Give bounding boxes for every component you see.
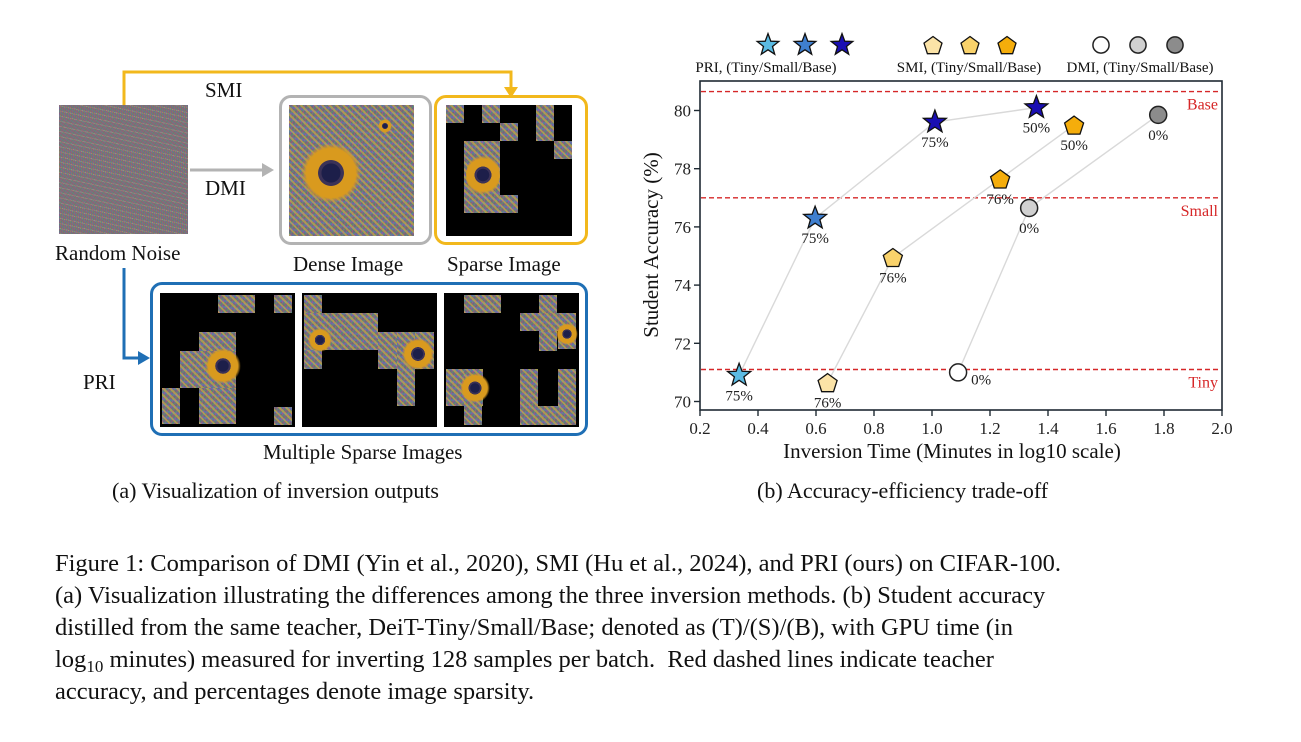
accuracy-efficiency-chart: PRI, (Tiny/Small/Base) SMI, (Tiny/Small/B… [639, 31, 1233, 463]
x-tick-label: 0.2 [689, 419, 710, 438]
dense-image-label: Dense Image [293, 252, 404, 276]
legend-label: DMI, (Tiny/Small/Base) [1067, 60, 1214, 76]
x-tick-label: 1.4 [1037, 419, 1059, 438]
random-noise-image [59, 105, 188, 234]
smi-label: SMI [205, 78, 243, 102]
sunflower [301, 143, 361, 203]
legend-marker-pri [755, 31, 781, 56]
sparsity-label: 0% [1148, 128, 1168, 144]
y-tick-label: 70 [674, 393, 691, 412]
y-tick-label: 78 [674, 160, 691, 179]
multiple-sparse-images-label: Multiple Sparse Images [263, 440, 463, 464]
multiple-sparse-frame [150, 282, 588, 436]
sparse-image-3 [444, 293, 579, 427]
chart-legend: PRI, (Tiny/Small/Base) SMI, (Tiny/Small/B… [695, 31, 1214, 76]
legend-marker-pri [829, 31, 855, 56]
sparse-image-1 [160, 293, 295, 427]
sparsity-label: 0% [1019, 221, 1039, 237]
sparsity-label: 75% [801, 231, 829, 247]
legend-marker-pri [792, 31, 818, 56]
legend-marker-dmi [1092, 36, 1110, 54]
figure-caption-line-1: Figure 1: Comparison of DMI (Yin et al.,… [55, 550, 1061, 577]
pri-point-base [921, 108, 949, 134]
smi-point-base [1063, 115, 1085, 135]
y-tick-label: 76 [674, 218, 691, 237]
sparsity-label: 50% [1060, 138, 1088, 154]
teacher-label-tiny: Tiny [1188, 374, 1218, 391]
dmi-point-small [1019, 198, 1039, 218]
random-noise-label: Random Noise [55, 241, 181, 265]
plot-frame [699, 80, 1223, 411]
legend-label: SMI, (Tiny/Small/Base) [897, 60, 1041, 76]
x-tick-label: 0.6 [805, 419, 826, 438]
legend-marker-dmi [1129, 36, 1147, 54]
x-axis-label: Inversion Time (Minutes in log10 scale) [783, 439, 1121, 463]
pri-label: PRI [83, 370, 116, 394]
subcaption-a: (a) Visualization of inversion outputs [112, 478, 439, 503]
x-tick-label: 2.0 [1211, 419, 1232, 438]
pri-point-small [801, 204, 829, 230]
figure-caption-line-4: log10 minutes) measured for inverting 12… [55, 646, 994, 676]
teacher-reference-lines: Base Small Tiny [701, 90, 1221, 391]
sparsity-label: 76% [879, 270, 907, 286]
x-tick-label: 1.2 [979, 419, 1000, 438]
teacher-label-base: Base [1187, 97, 1218, 114]
y-tick-label: 80 [674, 102, 691, 121]
sparsity-label: 76% [814, 396, 842, 412]
figure-caption-line-2: (a) Visualization illustrating the diffe… [55, 582, 1046, 609]
pri-point-base [1023, 93, 1050, 119]
chart-axes: 0.2 0.4 0.6 0.8 1.0 1.2 1.4 1.6 1.8 2.0 70 72 74 76 78… [674, 80, 1233, 438]
pri-point-tiny [725, 361, 753, 387]
legend-label: PRI, (Tiny/Small/Base) [695, 60, 836, 76]
dmi-point-base [1148, 105, 1168, 125]
sparse-image [446, 105, 572, 236]
sparsity-label: 0% [971, 372, 991, 388]
smi-arrow [122, 70, 513, 105]
legend-marker-dmi [1166, 36, 1184, 54]
data-points: 75% 75% 75% 50% 76% 76% 76% 50% 0% 0% 0% [725, 93, 1168, 412]
legend-marker-smi [923, 35, 943, 55]
y-tick-label: 72 [674, 334, 691, 353]
sparse-image-frame [434, 95, 588, 245]
subcaption-b: (b) Accuracy-efficiency trade-off [757, 478, 1049, 503]
legend-marker-smi [960, 35, 980, 55]
x-tick-label: 0.4 [747, 419, 769, 438]
log-subscript: 10 [86, 657, 104, 676]
x-tick-label: 1.0 [921, 419, 942, 438]
y-tick-label: 74 [674, 276, 692, 295]
x-tick-label: 1.8 [1153, 419, 1174, 438]
dmi-arrowhead [262, 163, 274, 177]
dense-image [289, 105, 414, 236]
sparsity-label: 76% [986, 192, 1014, 208]
sparsity-label: 75% [725, 388, 753, 404]
figure-caption-line-5: accuracy, and percentages denote image s… [55, 678, 535, 705]
y-axis-label: Student Accuracy (%) [639, 152, 663, 337]
pri-arrow [122, 268, 140, 360]
teacher-label-small: Small [1181, 203, 1219, 220]
sparse-image-label: Sparse Image [447, 252, 561, 276]
smi-arrowhead [504, 87, 518, 98]
smi-point-tiny [817, 372, 838, 393]
connector-pri [738, 106, 1037, 376]
sunflower [378, 119, 392, 133]
sparsity-label: 50% [1023, 121, 1051, 137]
smi-point-base [989, 169, 1011, 189]
x-tick-label: 1.6 [1095, 419, 1116, 438]
legend-marker-smi [997, 35, 1017, 55]
panel-a-arrows [122, 70, 518, 365]
smi-point-small [882, 247, 904, 268]
log-text: log [55, 646, 87, 673]
dmi-label: DMI [205, 176, 246, 200]
connector-dmi [957, 114, 1159, 373]
sparse-image-2 [302, 293, 437, 427]
sparsity-label: 75% [921, 135, 949, 151]
dmi-point-tiny [948, 363, 968, 382]
figure-caption-line-3: distilled from the same teacher, DeiT-Ti… [55, 614, 1013, 641]
x-tick-label: 0.8 [863, 419, 884, 438]
dense-image-frame [279, 95, 432, 245]
connector-smi [826, 124, 1075, 383]
caption-line-4-rest: minutes) measured for inverting 128 samp… [103, 646, 994, 673]
pri-arrowhead [138, 351, 150, 365]
